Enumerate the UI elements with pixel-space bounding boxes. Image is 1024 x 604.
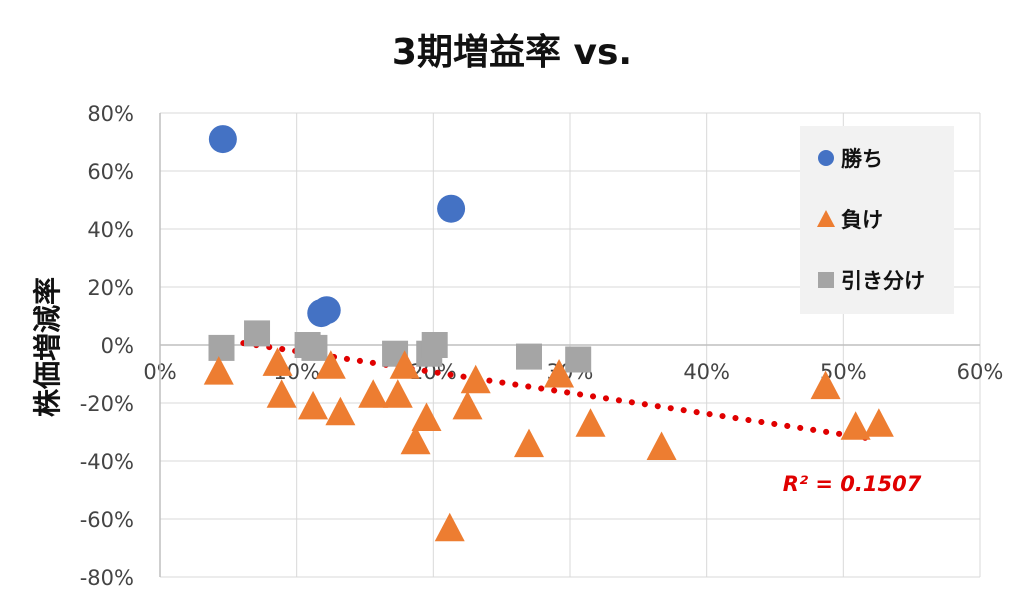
data-point-triangle xyxy=(382,379,413,408)
legend-marker-square xyxy=(818,272,834,288)
legend-item: 引き分け xyxy=(818,269,925,293)
data-point-square xyxy=(301,334,328,361)
series-triangle xyxy=(203,347,894,542)
data-point-circle xyxy=(208,125,237,154)
series-circle xyxy=(208,125,466,328)
data-point-triangle xyxy=(575,408,606,437)
data-point-triangle xyxy=(646,431,677,460)
data-points xyxy=(203,125,894,542)
legend-item: 負け xyxy=(817,208,883,232)
y-tick-label: -40% xyxy=(80,450,134,474)
data-point-triangle xyxy=(389,350,420,379)
trendline xyxy=(214,336,869,441)
data-point-triangle xyxy=(434,512,465,542)
y-axis-title: 株価増減率 xyxy=(31,277,64,417)
x-tick-label: 40% xyxy=(683,360,730,384)
legend-marker-triangle xyxy=(817,210,835,227)
data-point-triangle xyxy=(460,364,491,394)
data-point-square xyxy=(208,334,235,361)
trendline-line xyxy=(214,336,869,441)
data-point-triangle xyxy=(262,347,293,376)
data-point-triangle xyxy=(411,402,442,431)
data-point-triangle xyxy=(863,408,894,437)
y-tick-label: 20% xyxy=(87,276,134,300)
data-point-triangle xyxy=(325,396,356,426)
data-point-triangle xyxy=(203,356,234,385)
data-point-triangle xyxy=(452,390,483,420)
data-point-circle xyxy=(437,194,466,223)
legend-item: 勝ち xyxy=(818,147,883,171)
data-point-triangle xyxy=(298,390,329,420)
y-tick-label: -60% xyxy=(80,508,134,532)
legend-label: 引き分け xyxy=(841,269,925,293)
data-point-circle xyxy=(307,299,336,328)
legend-label: 負け xyxy=(841,208,883,232)
legend-label: 勝ち xyxy=(841,147,883,171)
data-point-square xyxy=(421,332,448,358)
data-point-square xyxy=(244,320,271,347)
data-point-triangle xyxy=(315,350,346,379)
y-tick-label: 0% xyxy=(101,334,134,358)
data-point-triangle xyxy=(840,411,871,440)
y-tick-label: 80% xyxy=(87,102,134,126)
data-point-square xyxy=(565,346,592,373)
data-point-triangle xyxy=(514,428,544,458)
data-point-triangle xyxy=(544,359,575,388)
y-tick-label: -20% xyxy=(80,392,134,416)
x-tick-label: 60% xyxy=(957,360,1004,384)
chart-title: 3期増益率 vs. xyxy=(392,32,632,73)
legend-marker-circle xyxy=(818,150,834,166)
series-square xyxy=(208,320,592,373)
data-point-triangle xyxy=(266,379,297,408)
data-point-square xyxy=(516,343,542,370)
y-tick-label: -80% xyxy=(80,566,134,590)
y-tick-label: 40% xyxy=(87,218,134,242)
data-point-triangle xyxy=(810,370,841,400)
data-point-triangle xyxy=(358,379,389,408)
data-point-triangle xyxy=(400,425,431,455)
r-squared-label: R² = 0.1507 xyxy=(783,472,922,496)
y-tick-label: 60% xyxy=(87,160,134,184)
